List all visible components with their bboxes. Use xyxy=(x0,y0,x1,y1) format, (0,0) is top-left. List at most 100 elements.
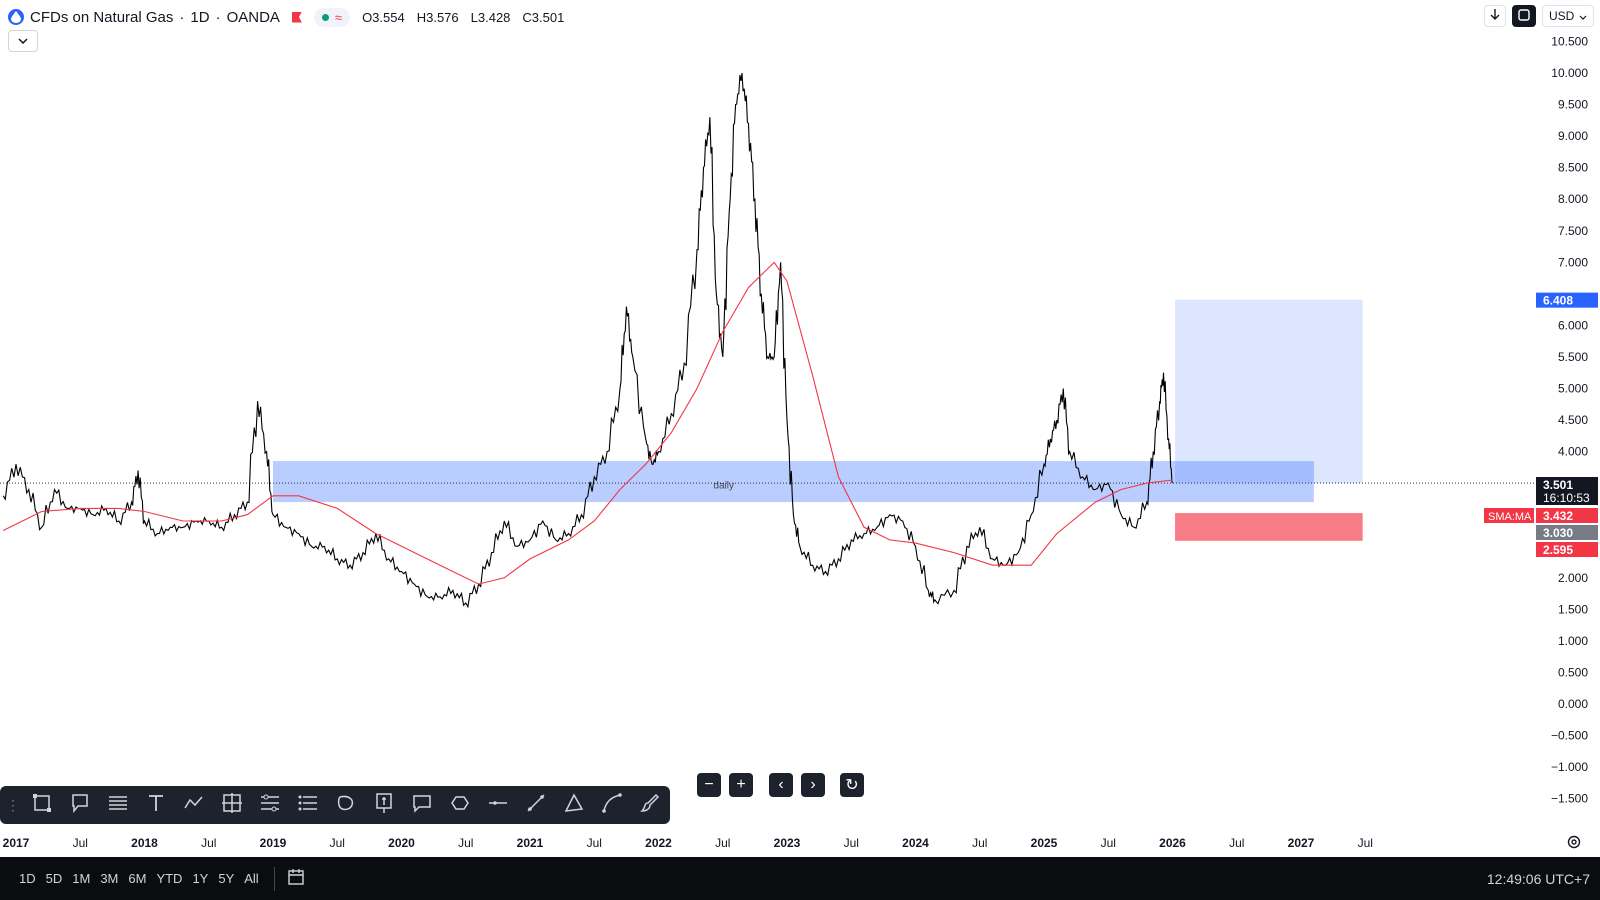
clock-timezone[interactable]: 12:49:06 UTC+7 xyxy=(1486,870,1590,887)
long-position-stop-zone[interactable] xyxy=(1175,513,1363,541)
price-axis-label-text: 3.501 xyxy=(1543,478,1573,492)
price-axis-tick-label: 1.000 xyxy=(1558,634,1588,648)
interval-label[interactable]: 1D xyxy=(190,8,210,26)
ellipse-icon xyxy=(334,791,358,820)
price-series-line[interactable] xyxy=(2,72,1174,609)
ohlc-low: L3.428 xyxy=(470,9,511,25)
go-to-date-button[interactable] xyxy=(285,868,307,890)
comment-tool[interactable] xyxy=(404,790,440,820)
calendar-icon xyxy=(287,868,305,889)
path-icon xyxy=(182,791,206,820)
auto-scale-icon xyxy=(1517,8,1531,25)
data-delay-icon: ≈ xyxy=(334,9,343,25)
zoom-in-button[interactable]: + xyxy=(729,773,753,797)
curve-icon xyxy=(600,791,624,820)
comment-icon xyxy=(410,791,434,820)
brush-tool[interactable] xyxy=(632,790,668,820)
range-button-5d[interactable]: 5D xyxy=(45,871,63,886)
price-axis-tick-label: 8.000 xyxy=(1558,192,1588,206)
time-axis-tick-label: 2024 xyxy=(902,836,929,850)
currency-select[interactable]: USD xyxy=(1542,5,1594,27)
download-button[interactable] xyxy=(1484,5,1506,27)
price-axis-tick-label: 9.000 xyxy=(1558,129,1588,143)
callout-tool[interactable] xyxy=(62,790,98,820)
time-axis-tick-label: Jul xyxy=(458,836,473,850)
flag-icon xyxy=(291,11,302,23)
range-button-1y[interactable]: 1Y xyxy=(192,871,209,886)
price-label-tool[interactable] xyxy=(366,790,402,820)
range-button-1d[interactable]: 1D xyxy=(19,871,36,886)
price-axis-label xyxy=(1536,542,1598,557)
price-axis-label xyxy=(1536,292,1598,308)
top-right-controls: USD xyxy=(1484,5,1594,27)
reset-chart-button[interactable]: ↻ xyxy=(840,773,864,797)
price-axis-tick-label: 5.000 xyxy=(1558,382,1588,396)
chevron-down-icon xyxy=(18,35,28,47)
curve-tool[interactable] xyxy=(594,790,630,820)
price-axis-label-text: 6.408 xyxy=(1543,294,1573,308)
price-axis-label-text: 3.030 xyxy=(1543,526,1573,540)
price-axis-tick-label: −1.000 xyxy=(1551,760,1588,774)
chart-settings-button[interactable] xyxy=(1566,834,1582,855)
rectangle-tool[interactable] xyxy=(24,790,60,820)
horizontal-line-tool[interactable] xyxy=(480,790,516,820)
channel-tool[interactable] xyxy=(290,790,326,820)
chevron-down-icon xyxy=(1579,9,1587,23)
path-tool[interactable] xyxy=(176,790,212,820)
price-axis-tick-label: 6.000 xyxy=(1558,318,1588,332)
price-axis-label xyxy=(1536,508,1598,523)
time-axis-tick-label: Jul xyxy=(1229,836,1244,850)
market-status-pill[interactable]: ≈ xyxy=(313,7,351,27)
moving-average-line[interactable] xyxy=(2,261,1173,585)
price-axis-label xyxy=(1536,525,1598,540)
ohlc-open: O3.554 xyxy=(362,9,405,25)
crosshair-tool[interactable] xyxy=(214,790,250,820)
range-button-6m[interactable]: 6M xyxy=(128,871,147,886)
brush-icon xyxy=(638,791,662,820)
zoom-out-button[interactable]: − xyxy=(697,773,721,797)
time-axis-tick-label: 2023 xyxy=(774,836,801,850)
price-axis-tick-label: 1.500 xyxy=(1558,602,1588,616)
drag-handle-icon[interactable]: ⋮ xyxy=(6,796,20,813)
price-axis-label-text: 2.595 xyxy=(1543,543,1573,557)
zone-label: daily xyxy=(713,480,734,491)
support-zone[interactable] xyxy=(273,461,1314,503)
text-icon xyxy=(144,791,168,820)
lines-tool[interactable] xyxy=(100,790,136,820)
drawing-toolbar: ⋮ xyxy=(0,786,670,824)
range-button-all[interactable]: All xyxy=(244,871,259,886)
price-axis-tick-label: −0.500 xyxy=(1551,729,1588,743)
scroll-right-button[interactable]: › xyxy=(801,773,825,797)
price-axis-label-text: 3.432 xyxy=(1543,509,1573,523)
scroll-left-button[interactable]: ‹ xyxy=(769,773,793,797)
price-axis-tick-label: 2.000 xyxy=(1558,571,1588,585)
time-axis-tick-label: Jul xyxy=(330,836,345,850)
time-axis-tick-label: Jul xyxy=(1358,836,1373,850)
time-axis-tick-label: Jul xyxy=(715,836,730,850)
range-button-ytd[interactable]: YTD xyxy=(156,871,183,886)
price-label-icon xyxy=(372,791,396,820)
fib-tool[interactable] xyxy=(252,790,288,820)
price-axis-tick-label: 10.000 xyxy=(1551,66,1588,80)
range-button-3m[interactable]: 3M xyxy=(100,871,119,886)
price-axis-label xyxy=(1536,477,1598,505)
range-button-1m[interactable]: 1M xyxy=(72,871,91,886)
symbol-name[interactable]: CFDs on Natural Gas xyxy=(30,8,174,26)
time-axis-tick-label: Jul xyxy=(972,836,987,850)
shape-tool[interactable] xyxy=(442,790,478,820)
countdown-label: 16:10:53 xyxy=(1543,491,1590,505)
time-axis-tick-label: 2025 xyxy=(1031,836,1058,850)
triangle-icon xyxy=(562,791,586,820)
range-button-5y[interactable]: 5Y xyxy=(218,871,235,886)
ohlc-close: C3.501 xyxy=(522,9,565,25)
crosshair-icon xyxy=(220,791,244,820)
text-tool[interactable] xyxy=(138,790,174,820)
trend-line-tool[interactable] xyxy=(518,790,554,820)
auto-scale-button[interactable] xyxy=(1512,5,1536,27)
long-position-profit-zone[interactable] xyxy=(1175,299,1363,484)
legend-collapse-button[interactable] xyxy=(8,30,38,52)
ellipse-tool[interactable] xyxy=(328,790,364,820)
separator-dot: · xyxy=(179,8,185,26)
triangle-tool[interactable] xyxy=(556,790,592,820)
